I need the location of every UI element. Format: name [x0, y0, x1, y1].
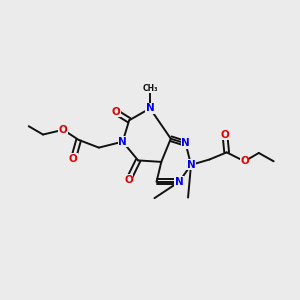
Text: O: O: [220, 130, 229, 140]
Text: N: N: [187, 160, 195, 170]
Text: N: N: [181, 139, 190, 148]
Text: O: O: [69, 154, 78, 164]
Text: O: O: [111, 107, 120, 117]
Text: O: O: [240, 156, 249, 166]
Text: N: N: [118, 137, 127, 147]
Text: O: O: [59, 125, 68, 135]
Text: CH₃: CH₃: [142, 84, 158, 93]
Text: N: N: [175, 177, 184, 187]
Text: O: O: [124, 175, 133, 185]
Text: N: N: [146, 103, 154, 113]
